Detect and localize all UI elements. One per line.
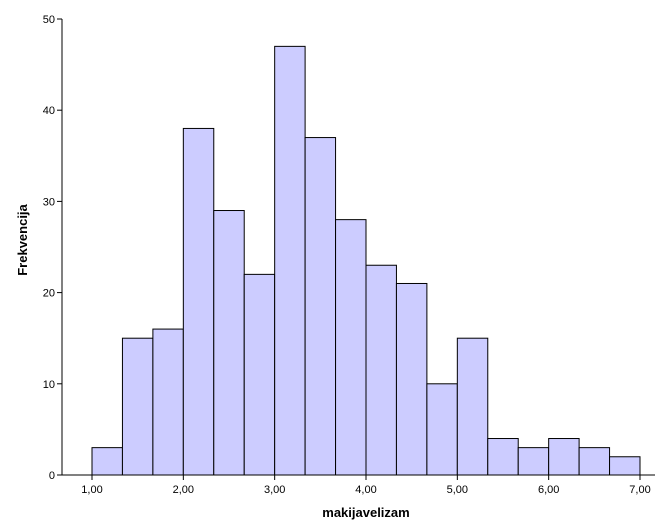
y-tick-label: 0 [49,470,55,482]
histogram-bar-6 [243,273,276,476]
x-tick-label: 5,00 [447,484,468,496]
x-tick-label: 3,00 [264,484,285,496]
histogram-bar-8 [304,137,337,476]
histogram-bars [91,45,641,476]
histogram-bar-18 [609,456,641,476]
y-axis-title: Frekvencija [15,203,30,275]
histogram-bar-10 [365,264,397,476]
histogram-bar-14 [487,438,519,476]
histogram-bar-5 [213,210,245,476]
y-tick-label: 30 [43,196,55,208]
y-tick-label: 20 [43,288,55,300]
x-axis-title: makijavelizam [322,505,409,520]
y-tick-label: 10 [43,379,55,391]
x-tick-label: 2,00 [173,484,194,496]
histogram-bar-7 [274,45,306,476]
histogram-bar-2 [121,337,154,476]
y-tick-label: 40 [43,105,55,117]
histogram-bar-12 [426,383,458,476]
histogram-bar-16 [548,438,580,476]
x-tick-label: 6,00 [538,484,559,496]
x-tick-label: 7,00 [629,484,650,496]
chart-axes [61,19,655,476]
histogram-bar-15 [517,447,550,476]
histogram-bar-17 [578,447,611,476]
histogram-bar-1 [91,447,123,476]
x-tick-label: 4,00 [355,484,376,496]
histogram-bar-4 [182,127,215,476]
histogram-bar-13 [456,337,489,476]
histogram-bar-3 [152,328,184,476]
histogram-bar-9 [335,219,367,476]
histogram-bar-11 [395,282,428,476]
x-tick-label: 1,00 [81,484,102,496]
chart-ticks: 0 10 20 30 40 50 1,00 2,00 3,00 4,00 5,00 6,00 7,00 [43,14,651,496]
y-tick-label: 50 [43,14,55,26]
